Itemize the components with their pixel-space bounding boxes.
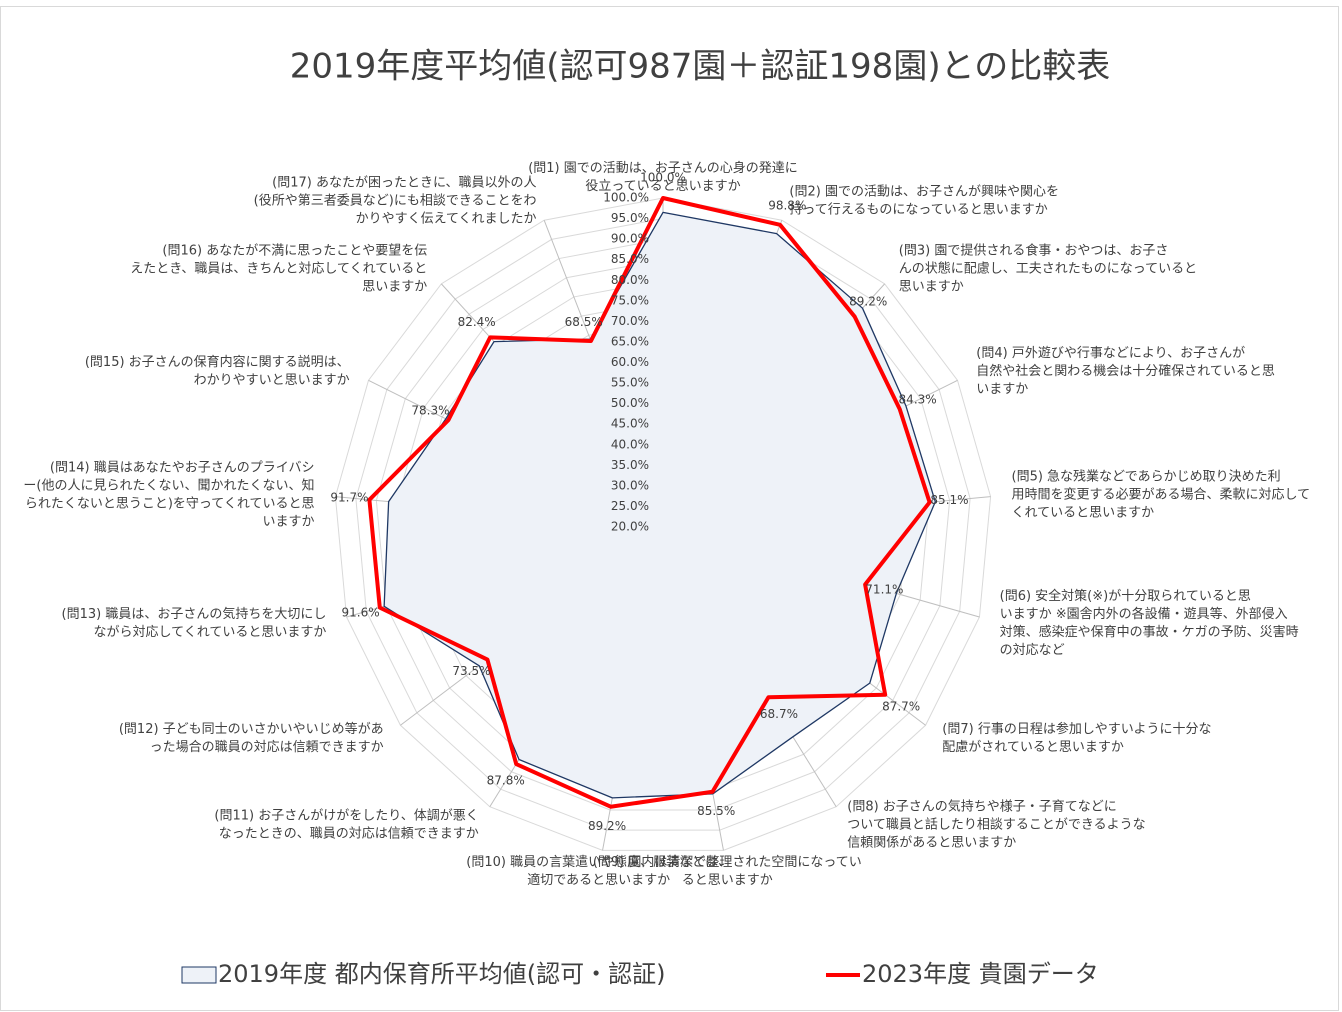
- category-label: (問17) あなたが困ったときに、職員以外の人(役所や第三者委員など)にも相談で…: [254, 175, 537, 226]
- y-tick-label: 100.0%: [603, 191, 649, 205]
- category-label: (問7) 行事の日程は参加しやすいように十分な配慮がされていると思いますか: [942, 720, 1211, 754]
- legend-label: 2023年度 貴園データ: [862, 960, 1099, 988]
- y-tick-label: 65.0%: [611, 334, 649, 348]
- category-label: (問12) 子ども同士のいさかいやいじめ等があった場合の職員の対応は信頼できます…: [119, 720, 384, 754]
- category-label: (問5) 急な残業などであらかじめ取り決めた利用時間を変更する必要がある場合、柔…: [1012, 468, 1311, 520]
- data-label: 91.7%: [330, 490, 368, 504]
- y-tick-label: 80.0%: [611, 273, 649, 287]
- category-label: (問10) 職員の言葉遣いや態度、服装などは、適切であると思いますか: [466, 854, 731, 888]
- category-label: (問15) お子さんの保育内容に関する説明は、わかりやすいと思いますか: [85, 353, 350, 387]
- chart-title: 2019年度平均値(認可987園＋認証198園)との比較表: [290, 47, 1111, 87]
- y-tick-label: 70.0%: [611, 314, 649, 328]
- data-label: 89.2%: [849, 294, 887, 308]
- legend-label: 2019年度 都内保育所平均値(認可・認証): [218, 960, 665, 988]
- data-label: 89.2%: [588, 819, 626, 833]
- category-label: (問4) 戸外遊びや行事などにより、お子さんが自然や社会と関わる機会は十分確保さ…: [976, 345, 1275, 396]
- data-label: 87.8%: [487, 774, 525, 788]
- data-label: 98.8%: [768, 199, 806, 213]
- category-label: (問9) 園内は清潔で整理された空間になっていると思いますか: [593, 854, 862, 888]
- category-label: (問11) お子さんがけがをしたり、体調が悪くなったときの、職員の対応は信頼でき…: [214, 808, 478, 841]
- y-tick-label: 20.0%: [611, 520, 649, 534]
- y-tick-label: 90.0%: [611, 232, 649, 246]
- series-line: [367, 196, 932, 809]
- data-label: 100.0%: [640, 171, 686, 185]
- grid-ring: [355, 218, 971, 831]
- category-label: (問6) 安全対策(※)が十分取られていると思いますか ※園舎内外の各設備・遊具…: [1000, 587, 1299, 657]
- data-label: 73.5%: [452, 664, 490, 678]
- category-label: (問2) 園での活動は、お子さんが興味や関心を持って行えるものになっていると思い…: [789, 184, 1059, 217]
- data-label: 85.1%: [930, 493, 968, 507]
- grid-ring: [334, 197, 992, 851]
- data-label: 68.5%: [565, 315, 603, 329]
- data-label: 71.1%: [865, 582, 903, 596]
- category-label: (問14) 職員はあなたやお子さんのプライバシー(他の人に見られたくない、聞かれ…: [23, 460, 314, 529]
- y-tick-label: 35.0%: [611, 458, 649, 472]
- data-label: 84.3%: [899, 393, 937, 407]
- y-tick-label: 85.0%: [611, 252, 649, 266]
- data-label: 85.5%: [697, 804, 735, 818]
- data-label: 68.7%: [760, 707, 798, 721]
- data-label: 82.4%: [458, 315, 496, 329]
- y-tick-label: 55.0%: [611, 376, 649, 390]
- y-tick-label: 30.0%: [611, 478, 649, 492]
- category-label: (問1) 園での活動は、お子さんの心身の発達に役立っていると思いますか: [528, 160, 798, 194]
- category-label: (問3) 園で提供される食事・おやつは、お子さんの状態に配慮し、工夫されたものに…: [899, 242, 1197, 294]
- grid-ring: [375, 238, 951, 811]
- category-label: (問16) あなたが不満に思ったことや要望を伝えたとき、職員は、きちんと対応して…: [130, 242, 427, 294]
- y-tick-label: 95.0%: [611, 211, 649, 225]
- y-tick-label: 25.0%: [611, 499, 649, 513]
- y-tick-label: 60.0%: [611, 355, 649, 369]
- data-label: 87.7%: [882, 699, 920, 713]
- y-tick-label: 50.0%: [611, 396, 649, 410]
- y-tick-label: 40.0%: [611, 437, 649, 451]
- y-tick-label: 45.0%: [611, 417, 649, 431]
- legend-swatch: [181, 966, 217, 984]
- data-label: 78.3%: [411, 404, 449, 418]
- y-tick-label: 75.0%: [611, 293, 649, 307]
- category-label: (問8) お子さんの気持ちや様子・子育てなどについて職員と話したり相談することが…: [847, 798, 1145, 850]
- data-label: 91.6%: [341, 606, 379, 620]
- category-label: (問13) 職員は、お子さんの気持ちを大切にしながら対応してくれていると思います…: [62, 605, 327, 639]
